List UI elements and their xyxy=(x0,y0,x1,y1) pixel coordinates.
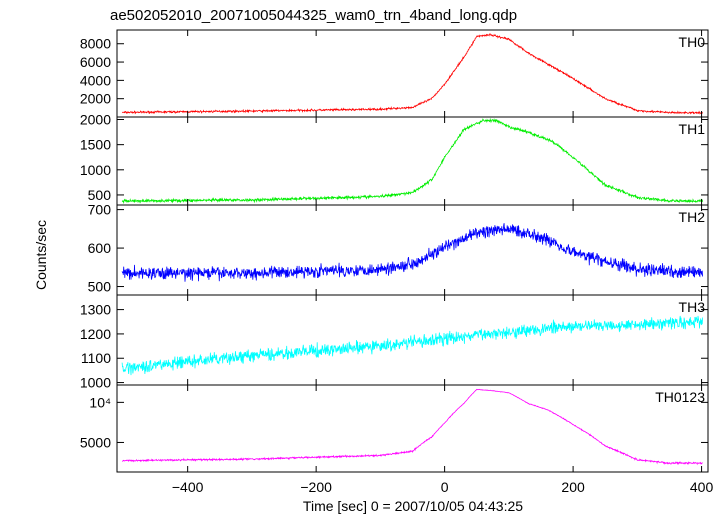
y-tick-label: 500 xyxy=(88,279,112,295)
y-tick-label: 1100 xyxy=(81,350,111,366)
series-line-th0123 xyxy=(121,388,703,466)
panel-th2: 500 600 700 TH2 xyxy=(88,202,709,296)
panel-frame xyxy=(116,384,709,473)
panel-th3: 1000 1100 1200 1300 TH3 xyxy=(80,294,709,391)
y-tick-label: 1000 xyxy=(80,375,111,391)
y-tick-label: 1300 xyxy=(80,302,111,318)
chart-title: ae502052010_20071005044325_wam0_trn_4ban… xyxy=(110,7,517,24)
panel-th1: 500 1000 1500 2000 TH1 xyxy=(80,112,709,206)
panel-th0123: 5000 10⁴ TH0123 xyxy=(80,384,709,473)
y-tick-label: 1000 xyxy=(80,162,111,178)
y-tick-label: 700 xyxy=(88,202,112,218)
series-line-th2 xyxy=(121,223,703,282)
y-tick-label: 2000 xyxy=(80,112,111,128)
y-tick-label: 1200 xyxy=(80,326,111,342)
y-tick-label: 2000 xyxy=(80,91,111,107)
x-tick-label: −400 xyxy=(172,479,204,495)
series-line-th3 xyxy=(121,315,703,376)
x-tick-label: 0 xyxy=(441,479,449,495)
panel-frame xyxy=(116,204,709,296)
x-tick-label: 400 xyxy=(690,479,714,495)
y-tick-label: 4000 xyxy=(80,72,111,88)
y-tick-label: 10⁴ xyxy=(89,394,111,410)
x-tick-label: 200 xyxy=(561,479,585,495)
y-tick-label: 1500 xyxy=(80,137,111,153)
y-tick-label: 600 xyxy=(88,240,112,256)
panel-label: TH3 xyxy=(679,299,706,315)
y-tick-label: 6000 xyxy=(80,54,111,70)
panel-label: TH2 xyxy=(679,209,706,225)
panel-label: TH0 xyxy=(679,34,706,50)
y-axis-label: Counts/sec xyxy=(33,220,49,290)
x-tick-label: −200 xyxy=(300,479,332,495)
panel-label: TH0123 xyxy=(655,389,705,405)
y-tick-label: 5000 xyxy=(80,434,111,450)
x-axis-label: Time [sec] 0 = 2007/10/05 04:43:25 xyxy=(303,498,523,514)
y-tick-label: 8000 xyxy=(80,36,111,52)
series-line-th1 xyxy=(121,117,703,204)
series-line-th0 xyxy=(121,33,703,115)
panel-frame xyxy=(116,116,709,206)
panel-label: TH1 xyxy=(679,121,706,137)
y-tick-label: 500 xyxy=(88,187,112,203)
panel-th0: 2000 4000 6000 8000 TH0 xyxy=(80,29,709,118)
